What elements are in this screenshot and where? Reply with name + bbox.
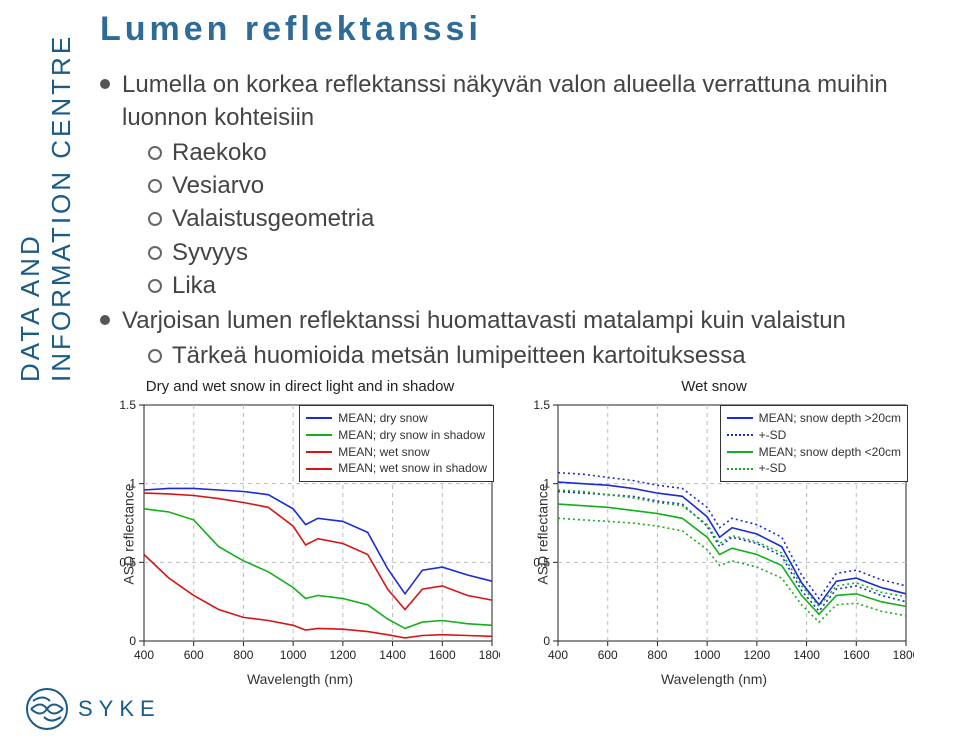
svg-text:600: 600 [598, 648, 618, 662]
logo-text: SYKE [78, 696, 161, 722]
svg-text:800: 800 [233, 648, 253, 662]
svg-text:600: 600 [184, 648, 204, 662]
bullet-text: Lumella on korkea reflektanssi näkyvän v… [122, 71, 888, 131]
side-label-text: DATA AND INFORMATION CENTRE [15, 12, 77, 382]
logo-icon [24, 686, 70, 732]
chart-legend: MEAN; dry snowMEAN; dry snow in shadowME… [299, 405, 494, 482]
legend-label: MEAN; snow depth <20cm [759, 444, 901, 461]
svg-text:400: 400 [548, 648, 568, 662]
legend-item: MEAN; dry snow in shadow [306, 427, 487, 444]
chart-legend: MEAN; snow depth >20cm+-SDMEAN; snow dep… [720, 405, 908, 482]
legend-swatch [306, 468, 332, 470]
chart-left-title: Dry and wet snow in direct light and in … [100, 378, 500, 395]
legend-swatch [306, 434, 332, 436]
sub-bullet-item: Tärkeä huomioida metsän lumipeitteen kar… [122, 339, 920, 372]
svg-text:1400: 1400 [793, 648, 820, 662]
legend-label: MEAN; dry snow [338, 410, 427, 427]
legend-item: MEAN; snow depth >20cm [727, 410, 901, 427]
sub-bullet-item: Raekoko [122, 136, 920, 169]
svg-text:1200: 1200 [330, 648, 357, 662]
svg-text:0: 0 [543, 634, 550, 648]
chart-left-xlabel: Wavelength (nm) [100, 671, 500, 687]
logo: SYKE [24, 686, 161, 732]
svg-text:1600: 1600 [429, 648, 456, 662]
svg-text:0: 0 [129, 634, 136, 648]
sub-bullet-item: Lika [122, 269, 920, 302]
chart-left: Dry and wet snow in direct light and in … [100, 378, 500, 687]
legend-swatch [306, 417, 332, 419]
chart-left-ylabel: ASD reflectance [121, 483, 137, 584]
legend-swatch [306, 451, 332, 453]
svg-text:400: 400 [134, 648, 154, 662]
svg-text:1200: 1200 [744, 648, 771, 662]
legend-label: MEAN; snow depth >20cm [759, 410, 901, 427]
legend-label: MEAN; wet snow [338, 444, 429, 461]
sub-bullet-item: Syvyys [122, 236, 920, 269]
chart-left-plot: ASD reflectance 400 600 800 1000 1200 1400 160… [100, 399, 500, 669]
legend-item: MEAN; wet snow [306, 444, 487, 461]
legend-swatch [727, 451, 753, 453]
legend-label: +-SD [759, 427, 787, 444]
legend-item: MEAN; dry snow [306, 410, 487, 427]
svg-text:1400: 1400 [379, 648, 406, 662]
svg-text:1800: 1800 [893, 648, 914, 662]
svg-text:1600: 1600 [843, 648, 870, 662]
svg-text:1000: 1000 [280, 648, 307, 662]
svg-text:1000: 1000 [694, 648, 721, 662]
svg-text:1.5: 1.5 [119, 399, 136, 412]
legend-item: MEAN; wet snow in shadow [306, 460, 487, 477]
chart-right-xlabel: Wavelength (nm) [514, 671, 914, 687]
page-title: Lumen reflektanssi [100, 10, 482, 49]
charts-row: Dry and wet snow in direct light and in … [100, 378, 920, 687]
sub-bullet-item: Vesiarvo [122, 169, 920, 202]
legend-swatch [727, 434, 753, 436]
legend-swatch [727, 468, 753, 470]
legend-item: MEAN; snow depth <20cm [727, 444, 901, 461]
legend-label: MEAN; wet snow in shadow [338, 460, 487, 477]
svg-text:1.5: 1.5 [533, 399, 550, 412]
chart-right-plot: ASD reflectance 400 600 800 1000 1200 1400 160… [514, 399, 914, 669]
bullet-item: Lumella on korkea reflektanssi näkyvän v… [100, 68, 920, 302]
legend-label: MEAN; dry snow in shadow [338, 427, 485, 444]
legend-item: +-SD [727, 460, 901, 477]
bullet-block: Lumella on korkea reflektanssi näkyvän v… [100, 68, 920, 374]
svg-text:1800: 1800 [479, 648, 500, 662]
bullet-item: Varjoisan lumen reflektanssi huomattavas… [100, 304, 920, 372]
legend-label: +-SD [759, 460, 787, 477]
side-label: DATA AND INFORMATION CENTRE [26, 12, 66, 382]
chart-right: Wet snow ASD reflectance 400 600 800 1000 12… [514, 378, 914, 687]
svg-text:800: 800 [647, 648, 667, 662]
bullet-text: Varjoisan lumen reflektanssi huomattavas… [122, 307, 846, 334]
chart-right-ylabel: ASD reflectance [535, 483, 551, 584]
chart-right-title: Wet snow [514, 378, 914, 395]
sub-bullet-item: Valaistusgeometria [122, 202, 920, 235]
legend-swatch [727, 417, 753, 419]
legend-item: +-SD [727, 427, 901, 444]
